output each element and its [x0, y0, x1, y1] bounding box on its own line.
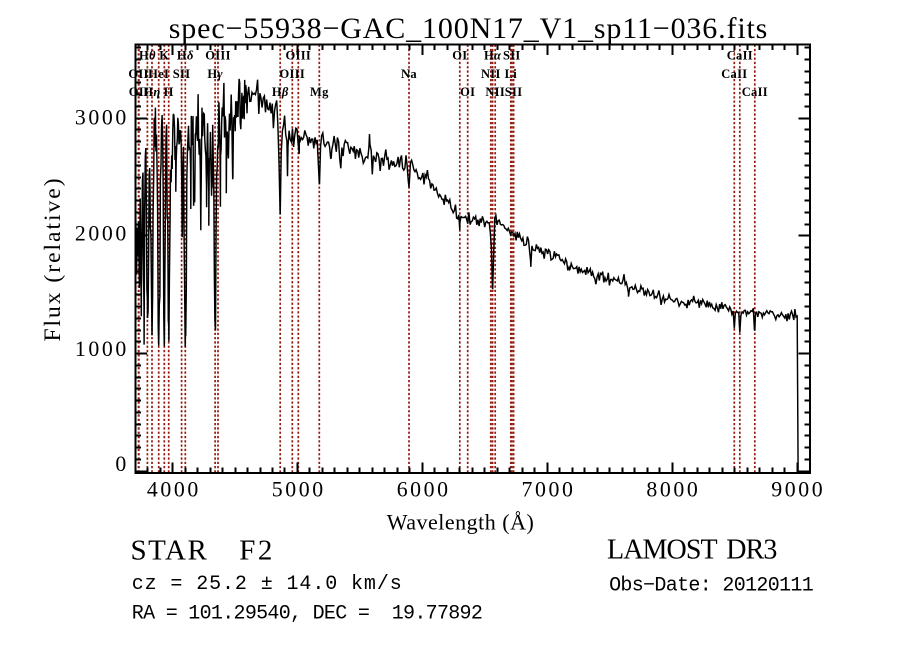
- svg-text:7000: 7000: [522, 478, 576, 502]
- svg-text:Na: Na: [401, 67, 417, 81]
- svg-text:SII: SII: [503, 49, 521, 63]
- svg-text:OIII: OIII: [205, 49, 231, 63]
- svg-text:cz = 25.2 ± 14.0 km/s: cz = 25.2 ± 14.0 km/s: [132, 573, 403, 596]
- svg-text:RA = 101.29540, DEC = 19.7789: RA = 101.29540, DEC = 19.77892: [132, 603, 482, 626]
- svg-text:4000: 4000: [147, 478, 201, 502]
- svg-text:SII: SII: [505, 85, 523, 99]
- svg-text:Hθ: Hθ: [139, 49, 156, 63]
- svg-text:Wavelength (Å): Wavelength (Å): [387, 510, 535, 535]
- svg-text:Hη: Hη: [143, 85, 160, 99]
- svg-text:LAMOST DR3: LAMOST DR3: [607, 534, 777, 565]
- svg-text:H: H: [164, 85, 174, 99]
- svg-text:OIII: OIII: [286, 49, 312, 63]
- svg-text:Hδ: Hδ: [177, 49, 194, 63]
- svg-text:K: K: [159, 49, 169, 63]
- svg-text:F2: F2: [239, 535, 274, 567]
- svg-text:STAR: STAR: [131, 535, 209, 567]
- svg-text:9000: 9000: [771, 478, 825, 502]
- svg-text:Mg: Mg: [310, 85, 329, 99]
- svg-text:Hα: Hα: [484, 49, 502, 63]
- svg-text:Li: Li: [505, 67, 518, 81]
- svg-text:OI: OI: [460, 85, 475, 99]
- svg-text:NII: NII: [481, 67, 501, 81]
- svg-text:CaII: CaII: [721, 67, 747, 81]
- svg-text:3000: 3000: [75, 105, 129, 129]
- svg-text:Obs−Date: 20120111: Obs−Date: 20120111: [609, 574, 814, 597]
- svg-text:Hγ: Hγ: [207, 67, 223, 81]
- svg-text:HeI: HeI: [148, 67, 169, 81]
- svg-text:spec−55938−GAC_100N17_V1_sp11−: spec−55938−GAC_100N17_V1_sp11−036.fits: [169, 12, 768, 45]
- svg-text:0: 0: [115, 452, 129, 476]
- svg-text:OII: OII: [128, 67, 148, 81]
- svg-text:OIII: OIII: [280, 67, 306, 81]
- svg-text:OI: OI: [452, 49, 467, 63]
- svg-text:Hβ: Hβ: [272, 85, 289, 99]
- svg-text:1000: 1000: [75, 337, 129, 361]
- svg-text:5000: 5000: [272, 478, 326, 502]
- svg-text:CaII: CaII: [742, 85, 768, 99]
- svg-text:CaII: CaII: [727, 49, 753, 63]
- svg-text:8000: 8000: [646, 478, 700, 502]
- svg-text:6000: 6000: [397, 478, 451, 502]
- svg-text:Flux (relative): Flux (relative): [40, 176, 66, 341]
- svg-text:OII: OII: [129, 85, 149, 99]
- svg-text:SII: SII: [173, 67, 191, 81]
- svg-text:NII: NII: [485, 85, 505, 99]
- svg-text:2000: 2000: [75, 222, 129, 246]
